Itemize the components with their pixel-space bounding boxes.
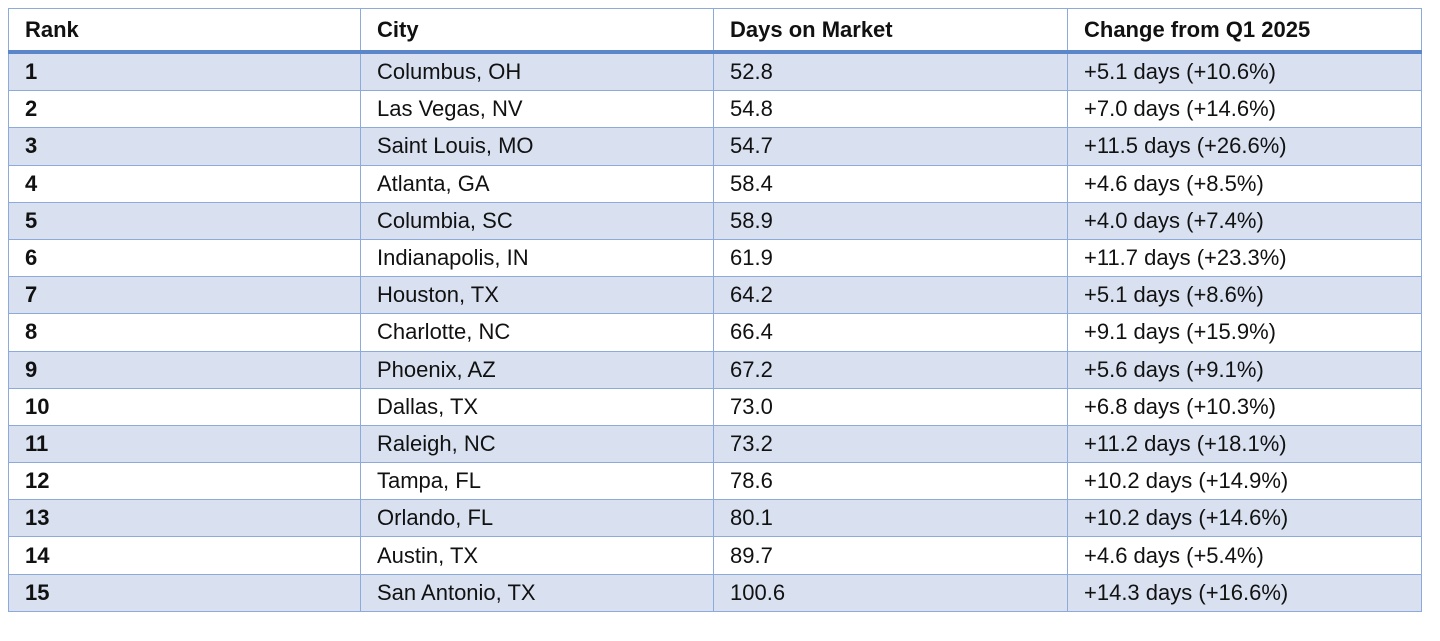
table-row: 15 San Antonio, TX 100.6 +14.3 days (+16.6%… — [8, 573, 1422, 612]
table-cell: Houston, TX — [360, 276, 714, 315]
table-cell: 67.2 — [713, 350, 1068, 389]
table-cell: 61.9 — [713, 238, 1068, 278]
table-cell: +11.7 days (+23.3%) — [1067, 238, 1422, 278]
table-cell: +9.1 days (+15.9%) — [1067, 313, 1422, 352]
table-cell: 58.9 — [713, 201, 1068, 240]
rank-cell: 6 — [8, 238, 361, 278]
table-row: 14 Austin, TX 89.7 +4.6 days (+5.4%) — [8, 536, 1422, 575]
table-row: 4 Atlanta, GA 58.4 +4.6 days (+8.5%) — [8, 164, 1422, 203]
rank-cell: 13 — [8, 499, 361, 538]
table-row: 3 Saint Louis, MO 54.7 +11.5 days (+26.6%) — [8, 127, 1422, 166]
table-cell: Charlotte, NC — [360, 313, 714, 352]
header-cell: Change from Q1 2025 — [1067, 8, 1422, 54]
table-cell: 52.8 — [713, 51, 1068, 92]
table-row: 1 Columbus, OH 52.8 +5.1 days (+10.6%) — [8, 51, 1422, 92]
ranking-table: Rank City Days on Market Change from Q1 202… — [8, 8, 1422, 612]
table-cell: Columbus, OH — [360, 51, 714, 92]
table-cell: +6.8 days (+10.3%) — [1067, 387, 1422, 426]
table-cell: 58.4 — [713, 164, 1068, 203]
table-cell: 54.7 — [713, 127, 1068, 166]
table-cell: +7.0 days (+14.6%) — [1067, 90, 1422, 129]
rank-cell: 12 — [8, 462, 361, 501]
table-cell: Columbia, SC — [360, 201, 714, 240]
table-row: 5 Columbia, SC 58.9 +4.0 days (+7.4%) — [8, 201, 1422, 240]
table-cell: +4.6 days (+5.4%) — [1067, 536, 1422, 575]
table-cell: +5.1 days (+10.6%) — [1067, 51, 1422, 92]
table-cell: Atlanta, GA — [360, 164, 714, 203]
table-cell: +11.2 days (+18.1%) — [1067, 424, 1422, 464]
table-row: 11 Raleigh, NC 73.2 +11.2 days (+18.1%) — [8, 424, 1422, 464]
table-cell: 73.0 — [713, 387, 1068, 426]
rank-cell: 2 — [8, 90, 361, 129]
table-cell: Austin, TX — [360, 536, 714, 575]
table-cell: Orlando, FL — [360, 499, 714, 538]
table-row: 8 Charlotte, NC 66.4 +9.1 days (+15.9%) — [8, 313, 1422, 352]
rank-cell: 10 — [8, 387, 361, 426]
table-row: 10 Dallas, TX 73.0 +6.8 days (+10.3%) — [8, 387, 1422, 426]
table-row: 13 Orlando, FL 80.1 +10.2 days (+14.6%) — [8, 499, 1422, 538]
table-cell: +10.2 days (+14.6%) — [1067, 499, 1422, 538]
table-cell: 100.6 — [713, 573, 1068, 612]
rank-cell: 9 — [8, 350, 361, 389]
table-cell: 64.2 — [713, 276, 1068, 315]
rank-cell: 7 — [8, 276, 361, 315]
rank-cell: 11 — [8, 424, 361, 464]
rank-cell: 8 — [8, 313, 361, 352]
table-cell: 54.8 — [713, 90, 1068, 129]
rank-cell: 1 — [8, 51, 361, 92]
table-cell: 78.6 — [713, 462, 1068, 501]
table-cell: San Antonio, TX — [360, 573, 714, 612]
table-cell: +11.5 days (+26.6%) — [1067, 127, 1422, 166]
header-cell: Days on Market — [713, 8, 1068, 54]
header-row: Rank City Days on Market Change from Q1 202… — [8, 8, 1422, 54]
table-cell: 80.1 — [713, 499, 1068, 538]
table-cell: Las Vegas, NV — [360, 90, 714, 129]
table-cell: Indianapolis, IN — [360, 238, 714, 278]
table-cell: +5.6 days (+9.1%) — [1067, 350, 1422, 389]
rank-cell: 4 — [8, 164, 361, 203]
table-row: 12 Tampa, FL 78.6 +10.2 days (+14.9%) — [8, 462, 1422, 501]
rank-cell: 14 — [8, 536, 361, 575]
rank-cell: 3 — [8, 127, 361, 166]
table-row: 2 Las Vegas, NV 54.8 +7.0 days (+14.6%) — [8, 90, 1422, 129]
table-cell: +14.3 days (+16.6%) — [1067, 573, 1422, 612]
header-cell: Rank — [8, 8, 361, 54]
table-cell: Tampa, FL — [360, 462, 714, 501]
table-row: 9 Phoenix, AZ 67.2 +5.6 days (+9.1%) — [8, 350, 1422, 389]
rank-cell: 5 — [8, 201, 361, 240]
table-row: 6 Indianapolis, IN 61.9 +11.7 days (+23.3%) — [8, 238, 1422, 278]
table-cell: Saint Louis, MO — [360, 127, 714, 166]
table-cell: 73.2 — [713, 424, 1068, 464]
table-cell: Dallas, TX — [360, 387, 714, 426]
table-cell: 89.7 — [713, 536, 1068, 575]
table-cell: 66.4 — [713, 313, 1068, 352]
table-row: 7 Houston, TX 64.2 +5.1 days (+8.6%) — [8, 276, 1422, 315]
rank-cell: 15 — [8, 573, 361, 612]
table-cell: Phoenix, AZ — [360, 350, 714, 389]
table-cell: +10.2 days (+14.9%) — [1067, 462, 1422, 501]
table-header: Rank City Days on Market Change from Q1 202… — [8, 8, 1422, 54]
table-cell: +5.1 days (+8.6%) — [1067, 276, 1422, 315]
table-cell: +4.6 days (+8.5%) — [1067, 164, 1422, 203]
header-cell: City — [360, 8, 714, 54]
table-body: 1 Columbus, OH 52.8 +5.1 days (+10.6%) 2 Las … — [8, 51, 1422, 612]
table-cell: +4.0 days (+7.4%) — [1067, 201, 1422, 240]
table-cell: Raleigh, NC — [360, 424, 714, 464]
